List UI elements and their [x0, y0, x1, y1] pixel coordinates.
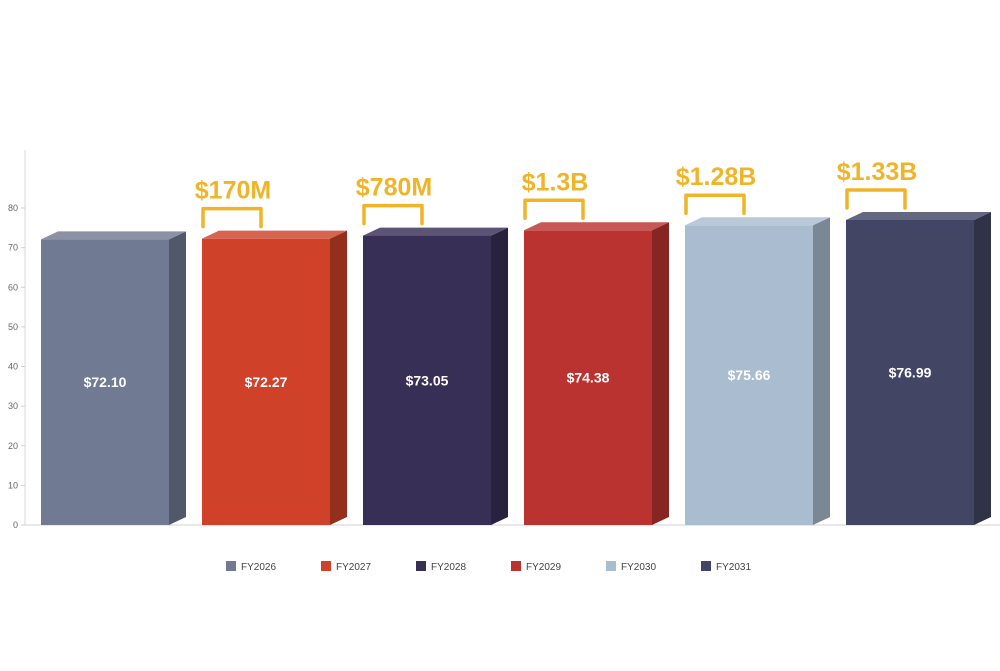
bar-FY2031: $76.99 — [846, 211, 991, 525]
bar-side — [169, 231, 186, 526]
legend-swatch — [321, 561, 331, 571]
bar-side — [974, 211, 991, 525]
increment-annotation: $780M — [356, 174, 432, 226]
legend: FY2026 FY2027 FY2028 FY2029 FY2030 FY2031 — [226, 561, 751, 573]
legend-label: FY2029 — [526, 562, 561, 573]
increment-annotation: $1.28B — [676, 163, 757, 215]
increment-label: $1.3B — [522, 168, 589, 196]
legend-label: FY2028 — [431, 562, 466, 573]
bar-side — [813, 217, 830, 525]
bracket — [523, 198, 585, 221]
y-tick-label: 0 — [13, 520, 18, 530]
bar-data-label: $72.27 — [245, 374, 288, 390]
annotations: $170M $780M $1.3B $1.28B $1.33B — [195, 158, 918, 229]
increment-label: $1.28B — [676, 163, 757, 191]
y-tick-label: 80 — [8, 203, 18, 213]
y-tick-label: 10 — [8, 480, 18, 490]
bar-side — [652, 222, 669, 525]
bar-FY2028: $73.05 — [363, 227, 508, 525]
legend-item-FY2027: FY2027 — [321, 561, 371, 573]
bar-FY2027: $72.27 — [202, 230, 347, 525]
bar-front — [846, 219, 974, 525]
bar-data-label: $73.05 — [406, 372, 449, 388]
bar-front — [202, 238, 330, 525]
bracket — [845, 188, 907, 210]
legend-swatch — [701, 561, 711, 571]
legend-item-FY2030: FY2030 — [606, 561, 656, 573]
bracket — [684, 193, 746, 215]
legend-label: FY2026 — [241, 562, 276, 573]
y-tick-label: 60 — [8, 282, 18, 292]
bar-top — [846, 211, 991, 220]
increment-label: $1.33B — [837, 158, 918, 186]
y-tick-label: 20 — [8, 441, 18, 451]
y-tick-label: 40 — [8, 362, 18, 372]
bar-top — [202, 230, 347, 239]
increment-label: $170M — [195, 177, 271, 205]
bar-data-label: $74.38 — [567, 370, 610, 386]
bar-front — [41, 239, 169, 526]
y-tick-label: 30 — [8, 401, 18, 411]
legend-item-FY2031: FY2031 — [701, 561, 751, 573]
bar-data-label: $72.10 — [84, 374, 127, 390]
legend-item-FY2028: FY2028 — [416, 561, 466, 573]
legend-item-FY2029: FY2029 — [511, 561, 561, 573]
legend-label: FY2030 — [621, 562, 656, 573]
increment-label: $780M — [356, 174, 432, 202]
bar-top — [41, 231, 186, 240]
increment-annotation: $1.3B — [522, 168, 589, 221]
legend-swatch — [606, 561, 616, 571]
bar-top — [524, 222, 669, 231]
bars: $72.10 $72.27 $73.05 $74.38 $75.66 $76.99 — [41, 211, 991, 526]
axes: 0 10 20 30 40 50 60 70 80 — [8, 150, 1000, 530]
bar-side — [491, 227, 508, 525]
y-tick-label: 50 — [8, 322, 18, 332]
y-tick-label: 70 — [8, 243, 18, 253]
bar-front — [685, 225, 813, 525]
bar-side — [330, 230, 347, 525]
bar-front — [524, 230, 652, 525]
bracket — [362, 203, 424, 226]
increment-annotation: $1.33B — [837, 158, 918, 210]
legend-swatch — [226, 561, 236, 571]
bar-top — [363, 227, 508, 236]
bar-FY2030: $75.66 — [685, 217, 830, 525]
bar-front — [363, 235, 491, 525]
legend-label: FY2027 — [336, 562, 371, 573]
bar-data-label: $76.99 — [889, 364, 932, 380]
bar-top — [685, 217, 830, 226]
legend-item-FY2026: FY2026 — [226, 561, 276, 573]
increment-annotation: $170M — [195, 177, 271, 229]
legend-swatch — [416, 561, 426, 571]
legend-swatch — [511, 561, 521, 571]
bracket — [201, 206, 263, 229]
bar-data-label: $75.66 — [728, 367, 771, 383]
bar-FY2029: $74.38 — [524, 222, 669, 525]
legend-label: FY2031 — [716, 562, 751, 573]
bar-FY2026: $72.10 — [41, 231, 186, 526]
